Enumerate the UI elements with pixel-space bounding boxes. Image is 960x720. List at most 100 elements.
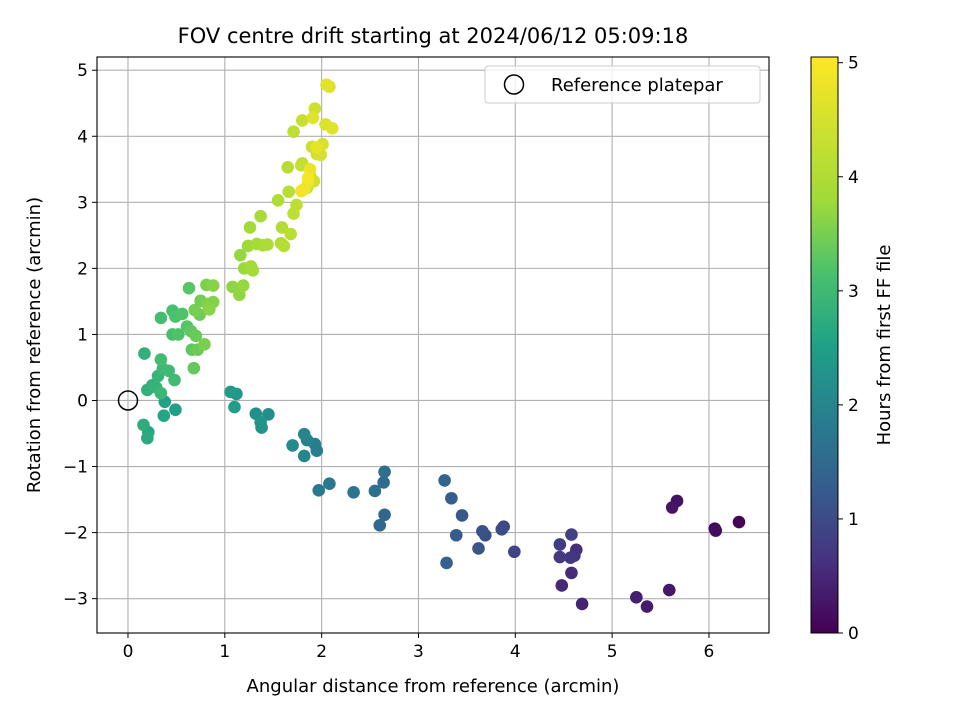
data-point bbox=[198, 338, 211, 351]
data-point bbox=[203, 303, 216, 316]
data-point bbox=[630, 591, 643, 604]
legend: Reference platepar bbox=[484, 65, 761, 104]
data-point bbox=[254, 209, 267, 223]
x-tick-label: 1 bbox=[219, 642, 230, 662]
data-point bbox=[325, 122, 339, 135]
data-point bbox=[565, 566, 578, 580]
data-point bbox=[228, 400, 241, 414]
x-tick-label: 0 bbox=[123, 642, 134, 662]
data-point bbox=[565, 528, 578, 541]
data-point bbox=[368, 484, 382, 498]
data-point bbox=[154, 353, 168, 366]
data-point bbox=[187, 361, 201, 375]
data-point bbox=[555, 579, 569, 592]
data-point bbox=[495, 522, 509, 536]
data-point bbox=[297, 449, 311, 463]
colorbar-tick-label: 4 bbox=[848, 168, 859, 188]
data-point bbox=[154, 311, 168, 325]
colorbar-ticks: 0 1 2 3 4 5 bbox=[838, 54, 859, 644]
x-axis-ticks: 0 1 2 3 4 5 6 bbox=[123, 633, 715, 662]
y-tick-label: −1 bbox=[63, 458, 88, 478]
data-point bbox=[189, 329, 203, 343]
data-point bbox=[553, 538, 567, 551]
data-point bbox=[320, 78, 333, 92]
data-point bbox=[290, 198, 303, 212]
data-point bbox=[323, 477, 336, 491]
colorbar-gradient bbox=[810, 56, 839, 634]
legend-box bbox=[484, 65, 761, 104]
chart-title: FOV centre drift starting at 2024/06/12 … bbox=[178, 24, 689, 48]
y-axis-ticks: −3 −2 −1 0 1 2 3 4 5 bbox=[63, 61, 97, 610]
data-point bbox=[295, 114, 309, 127]
data-point bbox=[312, 484, 326, 497]
data-point bbox=[172, 328, 185, 341]
data-point bbox=[224, 385, 237, 399]
data-point bbox=[277, 239, 291, 253]
x-tick-label: 3 bbox=[413, 642, 424, 662]
x-tick-label: 2 bbox=[316, 642, 327, 662]
data-point bbox=[154, 386, 168, 400]
data-point bbox=[157, 409, 171, 422]
data-point bbox=[440, 556, 453, 570]
data-point bbox=[297, 427, 311, 441]
data-point bbox=[640, 600, 654, 613]
y-tick-label: 1 bbox=[77, 325, 88, 345]
data-point bbox=[262, 408, 275, 421]
data-point bbox=[286, 439, 299, 452]
data-point bbox=[275, 221, 289, 234]
data-point bbox=[662, 583, 676, 597]
y-tick-label: 5 bbox=[77, 61, 88, 81]
data-point bbox=[282, 185, 296, 199]
data-point bbox=[553, 550, 567, 564]
y-tick-label: −3 bbox=[63, 590, 88, 610]
data-point bbox=[306, 111, 320, 125]
y-tick-label: −2 bbox=[63, 524, 88, 544]
x-tick-label: 5 bbox=[607, 642, 618, 662]
data-point bbox=[206, 279, 220, 292]
colorbar-label: Hours from first FF file bbox=[874, 245, 895, 446]
data-point bbox=[254, 415, 267, 429]
x-tick-label: 4 bbox=[510, 642, 521, 662]
legend-label: Reference platepar bbox=[551, 75, 723, 96]
data-point bbox=[564, 551, 577, 564]
data-point bbox=[301, 171, 315, 185]
data-point bbox=[138, 347, 151, 360]
data-point bbox=[347, 486, 360, 499]
data-point bbox=[472, 542, 485, 555]
y-tick-label: 3 bbox=[77, 193, 88, 213]
x-axis-label: Angular distance from reference (arcmin) bbox=[247, 676, 620, 697]
data-point bbox=[575, 597, 589, 611]
data-point bbox=[709, 524, 723, 537]
plot-frame bbox=[96, 56, 770, 634]
data-point bbox=[188, 303, 202, 317]
x-tick-label: 6 bbox=[704, 642, 715, 662]
y-tick-label: 4 bbox=[77, 127, 88, 147]
data-point bbox=[373, 519, 387, 532]
data-point bbox=[175, 307, 189, 321]
scatter-points bbox=[137, 78, 746, 613]
colorbar-tick-label: 2 bbox=[848, 396, 859, 416]
y-tick-label: 2 bbox=[77, 259, 88, 279]
legend-marker-icon bbox=[503, 74, 525, 95]
data-point bbox=[169, 403, 182, 417]
data-point bbox=[732, 515, 746, 529]
data-point bbox=[455, 509, 469, 522]
data-point bbox=[168, 373, 181, 387]
data-point bbox=[476, 524, 489, 538]
colorbar-tick-label: 3 bbox=[848, 282, 859, 302]
data-point bbox=[378, 465, 391, 479]
data-point bbox=[438, 474, 451, 487]
data-point bbox=[243, 221, 257, 234]
colorbar: 0 1 2 3 4 5 Hours from first FF file bbox=[810, 54, 895, 644]
data-point bbox=[271, 194, 285, 207]
reference-platepar-marker bbox=[117, 390, 139, 411]
colorbar-tick-label: 1 bbox=[848, 510, 859, 530]
data-point bbox=[377, 476, 390, 489]
data-point bbox=[182, 281, 196, 295]
data-point bbox=[281, 161, 295, 174]
data-point bbox=[234, 248, 247, 262]
data-point bbox=[141, 431, 154, 445]
colorbar-tick-label: 0 bbox=[848, 624, 859, 644]
data-point bbox=[508, 545, 521, 559]
